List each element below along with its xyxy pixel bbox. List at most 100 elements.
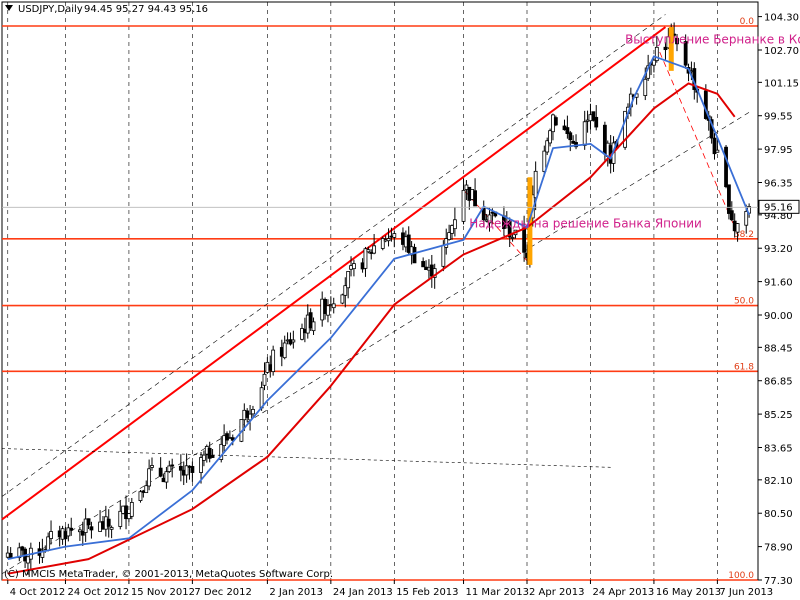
x-tick-label: 11 Mar 2013: [466, 587, 529, 598]
candle-body: [86, 518, 91, 526]
candle-body: [138, 491, 143, 501]
candle-body: [222, 435, 227, 446]
copyright-text: (C) MMCIS MetaTrader, © 2001-2013, MetaQ…: [4, 569, 333, 580]
candle-body: [643, 78, 648, 96]
candle-body: [147, 468, 152, 487]
candle-body: [26, 556, 30, 564]
candle-body: [210, 455, 215, 458]
candle-body: [109, 527, 114, 530]
candle-body: [331, 303, 336, 309]
candlesticks: [5, 22, 752, 575]
candle-body: [251, 408, 255, 415]
candle-body: [158, 467, 163, 477]
candle-body: [406, 234, 411, 253]
last-price-label: 95.16: [764, 202, 793, 213]
candle-body: [343, 285, 348, 296]
menu-triangle-icon[interactable]: [5, 5, 13, 11]
x-tick-label: 2 Apr 2013: [529, 587, 584, 598]
candle-body: [282, 342, 287, 359]
candle-body: [352, 263, 356, 270]
y-tick-label: 94.80: [764, 211, 793, 222]
y-tick-label: 78.90: [764, 543, 793, 554]
candle-body: [363, 248, 368, 269]
candle-body: [380, 238, 385, 249]
candle-body: [507, 220, 512, 238]
candle-body: [652, 59, 656, 66]
fib-level-label: 38.2: [734, 230, 754, 240]
fib-level-label: 100.0: [728, 571, 754, 581]
candle-body: [202, 454, 206, 461]
x-tick-label: 15 Feb 2013: [396, 587, 458, 598]
annotations: Выступление Бернанке в Конгрессе Надежды …: [469, 33, 800, 231]
candle-body: [421, 261, 426, 268]
candle-body: [461, 189, 466, 222]
fib-level-label: 61.8: [734, 362, 754, 372]
candle-body: [219, 443, 224, 460]
y-tick-label: 93.20: [764, 244, 793, 255]
y-tick-label: 99.55: [764, 112, 793, 123]
chart-title: USDJPY,Daily: [18, 4, 83, 15]
x-tick-label: 7 Jun 2013: [719, 587, 773, 598]
candle-body: [542, 150, 547, 172]
candle-body: [533, 170, 538, 199]
candle-body: [473, 190, 477, 207]
candle-body: [712, 137, 717, 155]
decline-dashed-line: [659, 51, 736, 228]
y-tick-label: 104.30: [764, 13, 799, 24]
vertical-grid: [7, 2, 718, 580]
candle-body: [548, 130, 552, 144]
candle-body: [412, 246, 417, 264]
candle-body: [568, 132, 573, 141]
channel-upper-line: [1, 26, 667, 521]
candle-body: [727, 184, 731, 214]
candle-body: [623, 110, 627, 148]
last-price-tag: [758, 199, 800, 214]
annotation-text: Выступление Бернанке в Конгрессе: [625, 33, 800, 47]
candle-body: [207, 447, 212, 459]
x-tick-label: 24 Jan 2013: [333, 587, 393, 598]
candle-body: [444, 238, 449, 248]
fib-level-label: 50.0: [734, 297, 754, 307]
fast-moving-average-line: [7, 55, 750, 560]
candle-body: [129, 502, 134, 517]
y-tick-label: 82.10: [764, 476, 793, 487]
candle-body: [77, 529, 82, 533]
channel-lower-dashed-line: [1, 110, 753, 574]
y-tick-label: 91.60: [764, 278, 793, 289]
x-tick-label: 16 May 2013: [656, 587, 721, 598]
y-tick-label: 85.25: [764, 410, 793, 421]
x-tick-label: 7 Dec 2012: [194, 587, 252, 598]
y-tick-label: 96.35: [764, 178, 793, 189]
y-tick-label: 101.15: [764, 78, 799, 89]
candle-body: [441, 244, 446, 267]
candle-body: [17, 547, 22, 559]
candle-body: [199, 457, 203, 473]
candle-body: [591, 111, 596, 121]
candle-body: [83, 518, 88, 533]
candle-body: [594, 116, 599, 128]
candle-body: [106, 518, 111, 527]
x-tick-label: 24 Apr 2013: [592, 587, 654, 598]
candle-body: [510, 237, 515, 239]
candle-body: [308, 312, 313, 329]
candle-body: [225, 433, 229, 441]
candle-body: [164, 471, 169, 483]
x-tick-label: 4 Oct 2012: [10, 587, 65, 598]
candle-body: [80, 530, 85, 536]
candle-body: [724, 146, 728, 188]
candle-body: [69, 527, 74, 531]
candle-body: [386, 238, 391, 242]
candle-body: [372, 245, 377, 254]
channel-outer-dashed-line: [1, 14, 666, 497]
x-tick-label: 24 Oct 2012: [67, 587, 129, 598]
y-tick-label: 97.95: [764, 145, 793, 156]
candle-body: [452, 219, 457, 230]
candle-body: [744, 211, 749, 226]
candle-body: [366, 249, 371, 253]
candle-body: [118, 510, 123, 527]
y-tick-label: 88.45: [764, 343, 793, 354]
candle-body: [49, 531, 53, 539]
ohlc-readout: 94.45 95.27 94.43 95.16: [84, 4, 208, 15]
x-tick-label: 2 Jan 2013: [269, 587, 323, 598]
